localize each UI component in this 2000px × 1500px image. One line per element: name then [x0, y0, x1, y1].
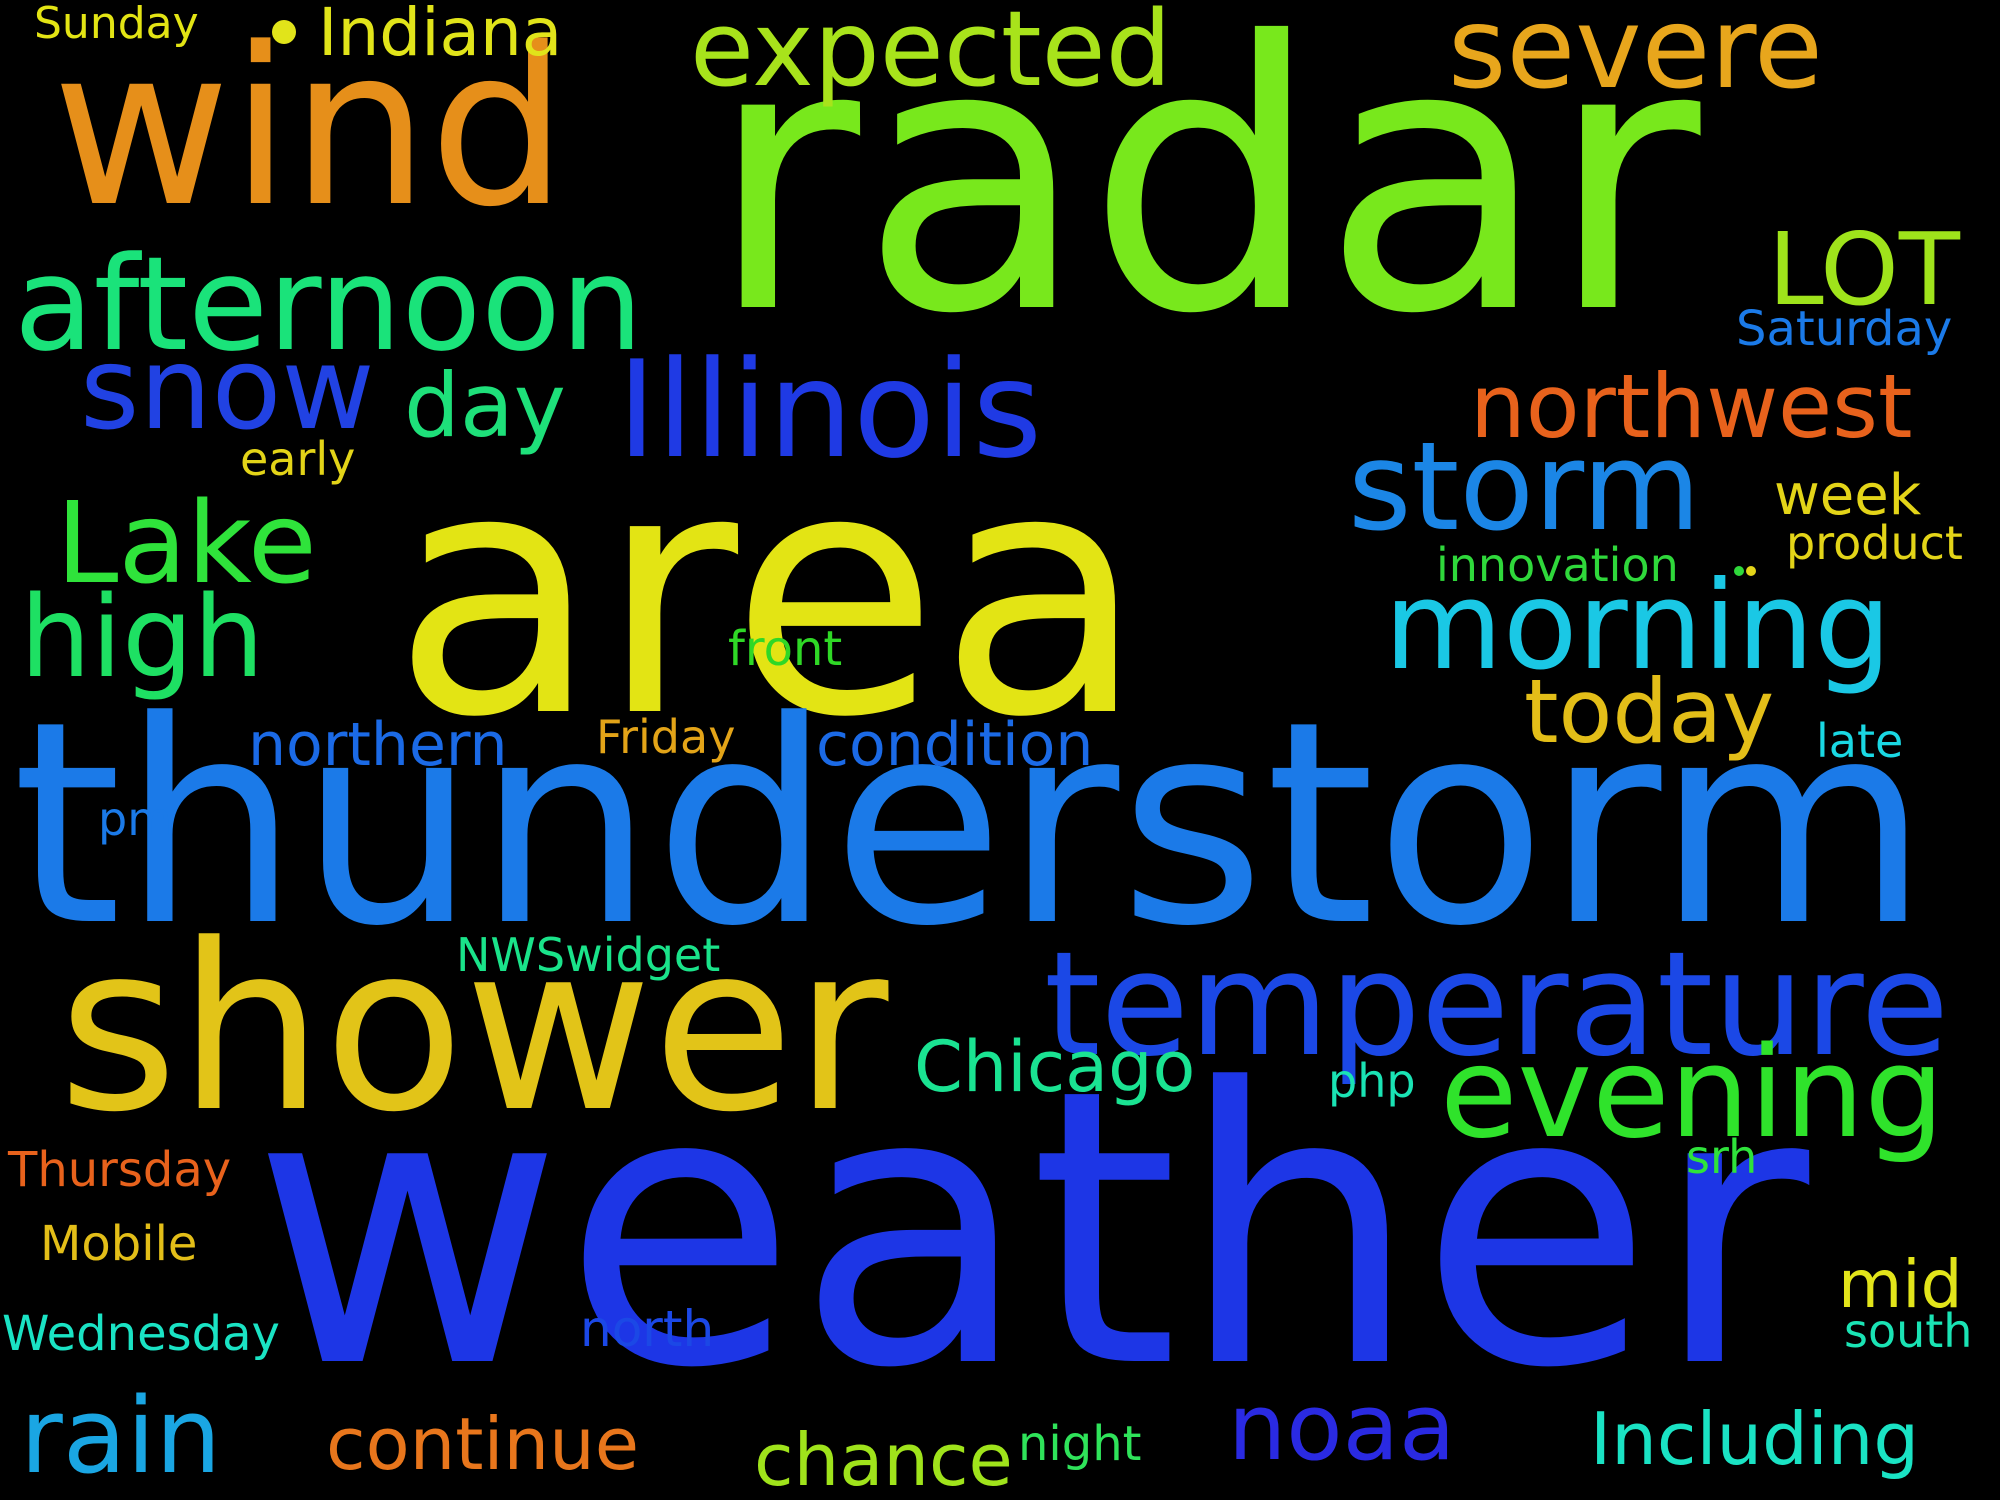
word-snow: snow — [80, 322, 375, 455]
word-weather: weather — [252, 1008, 1810, 1451]
word-saturday: Saturday — [1736, 301, 1953, 357]
word-thursday: Thursday — [8, 1142, 232, 1198]
word-morning: morning — [1384, 555, 1892, 697]
word-friday: Friday — [596, 710, 736, 764]
word-northern: northern — [248, 710, 508, 780]
word-expected: expected — [690, 0, 1172, 110]
word-chicago: Chicago — [914, 1026, 1196, 1108]
word-temperature: temperature — [1044, 920, 1950, 1088]
word-severe: severe — [1448, 0, 1823, 114]
word-innovation: innovation — [1436, 538, 1679, 592]
dot-innovation — [1734, 566, 1744, 576]
word-mobile: Mobile — [40, 1216, 198, 1272]
word-including: Including — [1590, 1397, 1920, 1481]
word-mid: mid — [1838, 1246, 1963, 1323]
word-evening: evening — [1440, 1019, 1945, 1166]
word-week: week — [1774, 463, 1922, 528]
word-day: day — [404, 354, 566, 457]
word-early: early — [240, 432, 356, 486]
word-pm: pm — [98, 792, 173, 846]
dot-indiana — [272, 20, 296, 44]
word-area: area — [392, 397, 1146, 791]
word-sunday: Sunday — [34, 0, 199, 49]
word-late: late — [1816, 714, 1904, 768]
word-noaa: noaa — [1228, 1374, 1456, 1481]
word-shower: shower — [58, 896, 889, 1163]
word-afternoon: afternoon — [14, 228, 644, 380]
word-product: product — [1786, 516, 1963, 570]
word-south: south — [1844, 1304, 1973, 1358]
word-chance: chance — [754, 1418, 1013, 1500]
word-rain: rain — [20, 1375, 222, 1497]
word-php: php — [1328, 1054, 1416, 1108]
word-indiana: Indiana — [318, 0, 563, 71]
word-high: high — [20, 573, 265, 703]
word-wednesday: Wednesday — [2, 1306, 280, 1362]
word-northwest: northwest — [1470, 355, 1913, 458]
word-radar: radar — [708, 0, 1701, 395]
word-continue: continue — [326, 1402, 640, 1486]
word-front: front — [728, 621, 843, 677]
word-srh: srh — [1686, 1130, 1758, 1184]
word-today: today — [1524, 660, 1775, 763]
word-nwswidget: NWSwidget — [456, 928, 721, 982]
word-night: night — [1018, 1416, 1142, 1472]
word-lake: Lake — [56, 479, 317, 609]
word-wind: wind — [52, 2, 568, 255]
word-condition: condition — [816, 710, 1094, 780]
word-storm: storm — [1348, 416, 1701, 558]
dot-product — [1746, 566, 1756, 576]
word-north: north — [580, 1300, 715, 1358]
word-lot: LOT — [1768, 211, 1960, 328]
word-illinois: Illinois — [617, 332, 1043, 488]
word-thunderstorm: thunderstorm — [12, 662, 1930, 988]
